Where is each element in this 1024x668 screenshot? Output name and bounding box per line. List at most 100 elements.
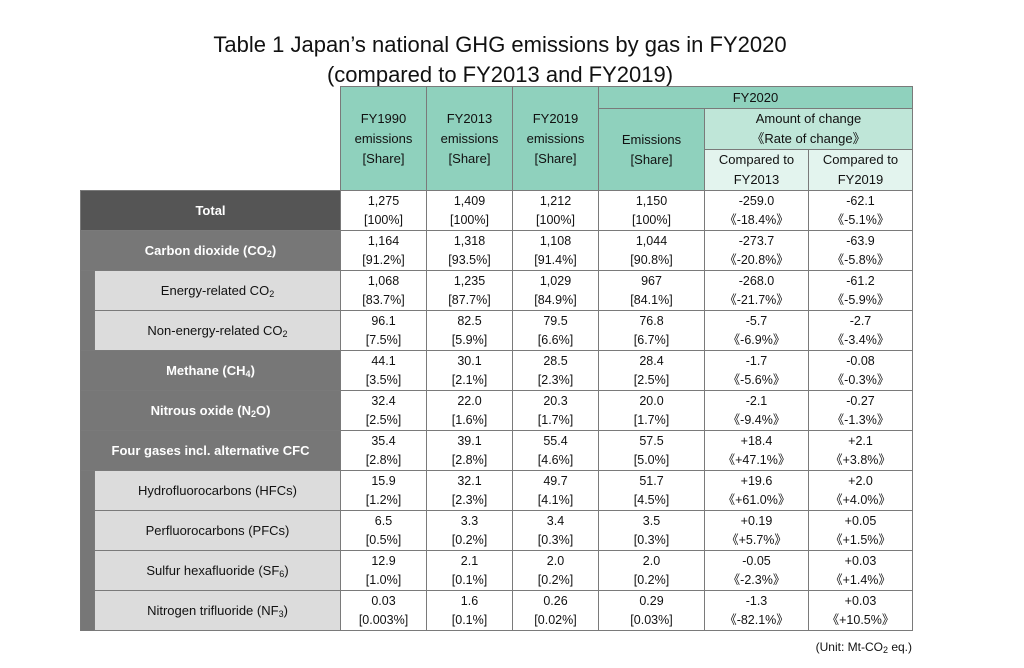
cell-value: 15.9 xyxy=(371,473,396,488)
cell-share: [1.7%] xyxy=(633,412,670,427)
cell-share: [100%] xyxy=(450,212,489,227)
cell-value: -273.7 xyxy=(738,233,775,248)
row-label-subscript: 2 xyxy=(250,408,256,419)
cell-share: [2.1%] xyxy=(451,372,488,387)
cell-share: [100%] xyxy=(632,212,671,227)
cell-share: 《+47.1%》 xyxy=(722,452,791,467)
cell-share: [6.7%] xyxy=(633,332,670,347)
table-cell: 0.29 [0.03%] xyxy=(598,590,705,631)
cell-value: +0.05 xyxy=(844,513,877,528)
header-blank-corner xyxy=(80,86,341,191)
header-fy2013-line: FY2013 xyxy=(446,110,493,126)
row-label: Carbon dioxide (CO2) xyxy=(80,230,341,271)
cell-share: [0.003%] xyxy=(358,612,409,627)
table-row: Sulfur hexafluoride (SF6) 12.9 [1.0%] 2.1 [0… xyxy=(80,550,913,591)
table-cell: 28.5 [2.3%] xyxy=(512,350,599,391)
table-cell: -2.1 《-9.4%》 xyxy=(704,390,809,431)
cell-value: -63.9 xyxy=(846,233,875,248)
row-label-text: Perfluorocarbons (PFCs) xyxy=(145,522,290,538)
table-cell: -268.0 《-21.7%》 xyxy=(704,270,809,311)
table-cell: -273.7 《-20.8%》 xyxy=(704,230,809,271)
row-label-suffix: O) xyxy=(255,402,271,418)
table-cell: 3.5 [0.3%] xyxy=(598,510,705,551)
header-amount-line: Amount of change xyxy=(755,111,862,126)
cell-share: [3.5%] xyxy=(365,372,402,387)
cell-value: 12.9 xyxy=(371,553,396,568)
table-row: Four gases incl. alternative CFC 35.4 [2.8… xyxy=(80,430,913,471)
table-cell: 1,068 [83.7%] xyxy=(340,270,427,311)
header-fy2019: FY2019 emissions [Share] xyxy=(512,86,599,191)
table-cell: +2.1 《+3.8%》 xyxy=(808,430,913,471)
cell-value: 1.6 xyxy=(460,593,479,608)
header-compared-line: Compared to xyxy=(718,152,795,167)
cell-share: [0.2%] xyxy=(451,532,488,547)
cell-share: [4.5%] xyxy=(633,492,670,507)
cell-value: -0.08 xyxy=(846,353,875,368)
cell-value: -259.0 xyxy=(738,193,775,208)
table-body: FY1990 emissions [Share] FY2013 emission… xyxy=(80,86,913,631)
row-indent-gutter xyxy=(80,270,95,311)
cell-value: 57.5 xyxy=(639,433,664,448)
header-row-1: FY1990 emissions [Share] FY2013 emission… xyxy=(80,86,913,191)
row-label-subscript: 2 xyxy=(269,288,275,299)
cell-value: 79.5 xyxy=(543,313,568,328)
cell-value: +19.6 xyxy=(740,473,773,488)
table-cell: -2.7 《-3.4%》 xyxy=(808,310,913,351)
cell-share: [0.02%] xyxy=(534,612,577,627)
table-cell: 44.1 [3.5%] xyxy=(340,350,427,391)
cell-share: [84.1%] xyxy=(630,292,673,307)
table-cell: 1,318 [93.5%] xyxy=(426,230,513,271)
cell-share: 《+10.5%》 xyxy=(826,612,895,627)
table-cell: 55.4 [4.6%] xyxy=(512,430,599,471)
row-label: Hydrofluorocarbons (HFCs) xyxy=(94,470,341,511)
cell-share: 《-5.6%》 xyxy=(727,372,786,387)
row-label-text: Nitrous oxide (N xyxy=(150,402,251,418)
cell-share: [0.2%] xyxy=(537,572,574,587)
table-title-line-2: (compared to FY2013 and FY2019) xyxy=(326,62,674,87)
cell-share: 《+5.7%》 xyxy=(726,532,787,547)
cell-value: 28.4 xyxy=(639,353,664,368)
table-cell: 76.8 [6.7%] xyxy=(598,310,705,351)
cell-share: [5.9%] xyxy=(451,332,488,347)
header-compared-line: FY2019 xyxy=(837,172,884,187)
cell-share: 《+1.4%》 xyxy=(830,572,891,587)
cell-share: [0.1%] xyxy=(451,612,488,627)
row-label-subscript: 4 xyxy=(245,368,251,379)
header-fy1990-line: emissions xyxy=(354,130,413,146)
cell-share: 《+61.0%》 xyxy=(722,492,791,507)
table-cell: 1,108 [91.4%] xyxy=(512,230,599,271)
header-compared-line: Compared to xyxy=(822,152,899,167)
row-indent-gutter xyxy=(80,470,95,511)
cell-value: 55.4 xyxy=(543,433,568,448)
table-cell: -0.27 《-1.3%》 xyxy=(808,390,913,431)
cell-value: 3.5 xyxy=(642,513,661,528)
cell-value: -0.27 xyxy=(846,393,875,408)
cell-value: 2.0 xyxy=(546,553,565,568)
unit-subscript: 2 xyxy=(882,645,888,655)
cell-share: [100%] xyxy=(536,212,575,227)
cell-share: [1.0%] xyxy=(365,572,402,587)
row-label: Methane (CH4) xyxy=(80,350,341,391)
row-label-suffix: ) xyxy=(284,562,289,578)
cell-value: 32.4 xyxy=(371,393,396,408)
table-cell: 1,409 [100%] xyxy=(426,190,513,231)
table-cell: 3.3 [0.2%] xyxy=(426,510,513,551)
cell-share: 《-0.3%》 xyxy=(831,372,890,387)
cell-share: 《-21.7%》 xyxy=(724,292,789,307)
header-fy2020-emissions: Emissions [Share] xyxy=(598,108,705,191)
cell-value: 22.0 xyxy=(457,393,482,408)
row-label-text: Energy-related CO xyxy=(160,282,270,298)
cell-value: 49.7 xyxy=(543,473,568,488)
table-cell: +0.03 《+10.5%》 xyxy=(808,590,913,631)
table-cell: 39.1 [2.8%] xyxy=(426,430,513,471)
cell-value: 20.0 xyxy=(639,393,664,408)
cell-share: [2.5%] xyxy=(365,412,402,427)
table-row: Perfluorocarbons (PFCs) 6.5 [0.5%] 3.3 [0.2%… xyxy=(80,510,913,551)
cell-share: 《-18.4%》 xyxy=(724,212,789,227)
cell-share: [5.0%] xyxy=(633,452,670,467)
unit-suffix: eq.) xyxy=(887,640,912,654)
cell-share: [84.9%] xyxy=(534,292,577,307)
cell-share: 《-2.3%》 xyxy=(727,572,786,587)
table-cell: 1,212 [100%] xyxy=(512,190,599,231)
header-fy2013-line: emissions xyxy=(440,130,499,146)
